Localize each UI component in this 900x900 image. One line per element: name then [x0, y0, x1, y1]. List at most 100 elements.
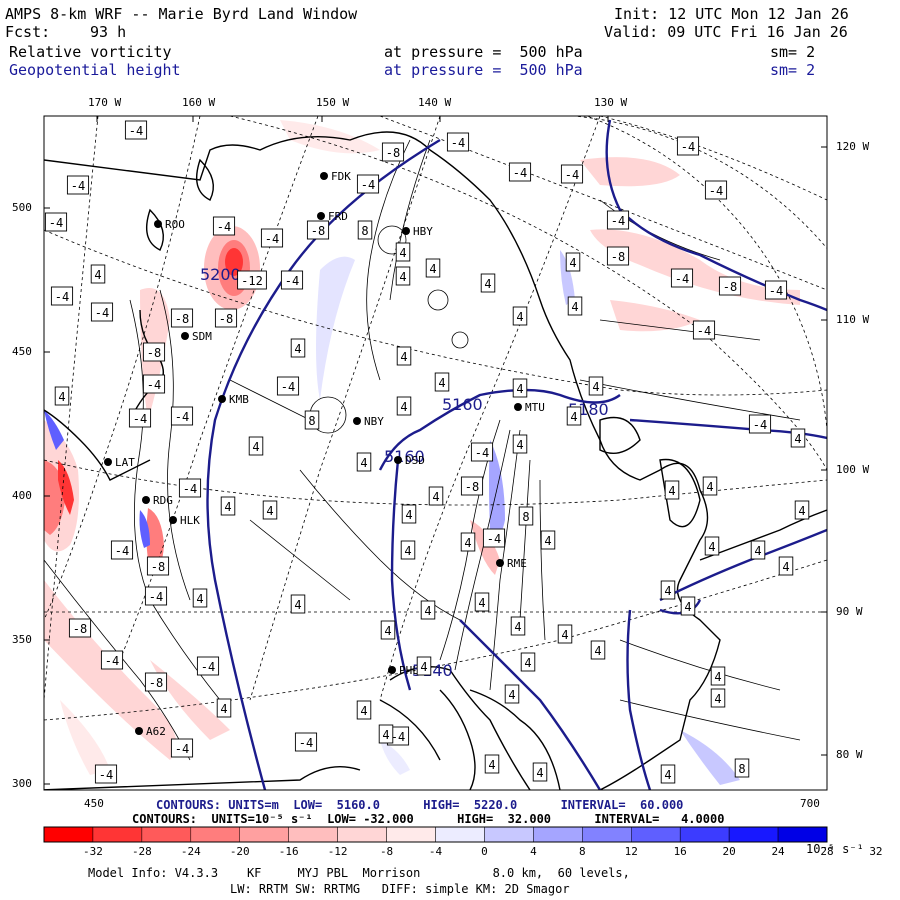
contour-label: -8: [68, 618, 92, 638]
contour-label: 4: [192, 588, 208, 608]
colorbar-swatch: [190, 826, 240, 843]
height-label-5160: 5160: [442, 395, 483, 414]
colorbar-frame: [43, 826, 828, 843]
svg-text:-8: -8: [147, 346, 161, 360]
contour-label: -8: [381, 142, 405, 162]
svg-text:-4: -4: [175, 742, 189, 756]
svg-text:4: 4: [404, 544, 411, 558]
colorbar-tick-label: 28: [820, 845, 834, 858]
contour-label: 4: [290, 338, 306, 358]
svg-text:4: 4: [544, 534, 551, 548]
contour-label: -4: [124, 120, 148, 140]
colorbar-tick-label: -24: [180, 845, 201, 858]
model-info: Model Info: V4.3.3 KF MYJ PBL Morrison 8…: [88, 866, 630, 880]
station-label-frd: FRD: [328, 210, 348, 223]
contour-labels: -4 -4 -4 -8 -4 -4 -4 -4 -4 -4 -4 -8 8 -4 -4 -4 -8 -4 -8 -4 -…: [44, 120, 810, 784]
contour-label: -4: [470, 442, 494, 462]
svg-text:4: 4: [664, 584, 671, 598]
contour-label: 4: [416, 656, 432, 676]
contour-label: 4: [395, 266, 411, 286]
colorbar-swatch: [435, 826, 485, 843]
svg-text:-4: -4: [133, 412, 147, 426]
colorbar-swatch: [484, 826, 534, 843]
contour-label: -4: [44, 212, 68, 232]
contour-label: 4: [520, 652, 536, 672]
station-label-hlk: HLK: [180, 514, 200, 527]
right-lon-label-3: 90 W: [836, 605, 863, 618]
station-marker-rme: [496, 559, 504, 567]
contour-label: -4: [196, 656, 220, 676]
svg-text:8: 8: [361, 224, 368, 238]
contour-label: -4: [90, 302, 114, 322]
colorbar-swatch: [777, 826, 828, 843]
contour-label: 4: [248, 436, 264, 456]
colorbar-tick-label: 8: [579, 845, 586, 858]
svg-text:-4: -4: [285, 274, 299, 288]
svg-text:-4: -4: [201, 660, 215, 674]
contour-label: 4: [540, 530, 556, 550]
vorticity-contours: [44, 139, 801, 761]
contour-label: -4: [170, 738, 194, 758]
station-label-nby: NBY: [364, 415, 384, 428]
svg-text:4: 4: [516, 382, 523, 396]
colorbar-tick-label: 12: [624, 845, 638, 858]
contour-label: 4: [504, 684, 520, 704]
svg-text:4: 4: [360, 704, 367, 718]
station-label-hby: HBY: [413, 225, 433, 238]
contour-label: 4: [290, 594, 306, 614]
contour-label: -4: [670, 268, 694, 288]
right-lon-label-2: 100 W: [836, 463, 870, 476]
colorbar-tick-label: 0: [481, 845, 488, 858]
contour-label: 4: [702, 476, 718, 496]
contour-label: -4: [170, 406, 194, 426]
svg-text:-8: -8: [386, 146, 400, 160]
left-y-label-0: 500: [12, 201, 32, 214]
contour-label: 4: [565, 252, 581, 272]
contour-label: -4: [66, 175, 90, 195]
svg-text:4: 4: [664, 768, 671, 782]
colorbar-units: 10⁻⁵ s⁻¹: [806, 842, 864, 856]
svg-text:4: 4: [708, 540, 715, 554]
contour-label: 4: [395, 242, 411, 262]
station-marker-dsd: [394, 456, 402, 464]
colorbar-swatch: [239, 826, 289, 843]
svg-text:4: 4: [714, 670, 721, 684]
colorbar-swatch: [533, 826, 583, 843]
contour-label: -4: [144, 586, 168, 606]
svg-text:4: 4: [592, 380, 599, 394]
contour-label: 4: [567, 296, 583, 316]
svg-text:8: 8: [308, 414, 315, 428]
svg-text:-4: -4: [391, 730, 405, 744]
svg-text:4: 4: [429, 262, 436, 276]
contour-label: 4: [54, 386, 70, 406]
svg-text:-8: -8: [311, 224, 325, 238]
graticule: [44, 116, 827, 740]
svg-text:4: 4: [488, 758, 495, 772]
svg-text:-12: -12: [241, 274, 263, 288]
contour-label: -4: [508, 162, 532, 182]
svg-text:-4: -4: [115, 544, 129, 558]
station-marker-kmb: [218, 395, 226, 403]
colorbar-tick-label: 32: [869, 845, 883, 858]
axis-ticks: [44, 116, 827, 785]
contour-label: -8: [170, 308, 194, 328]
svg-text:4: 4: [754, 544, 761, 558]
contour-label: 4: [400, 540, 416, 560]
contour-label: -4: [110, 540, 134, 560]
svg-text:-4: -4: [99, 768, 113, 782]
right-lon-label-4: 80 W: [836, 748, 863, 761]
forecast-label: Fcst:: [5, 23, 51, 41]
svg-text:4: 4: [668, 484, 675, 498]
contour-label: -4: [280, 270, 304, 290]
svg-text:4: 4: [94, 268, 101, 282]
contour-label: -4: [100, 650, 124, 670]
svg-text:-8: -8: [219, 312, 233, 326]
svg-text:4: 4: [706, 480, 713, 494]
station-marker-a62: [135, 727, 143, 735]
height-label-5200: 5200: [200, 265, 241, 284]
contour-label: 4: [778, 556, 794, 576]
contour-label: 4: [262, 500, 278, 520]
top-lon-label-4: 130 W: [594, 96, 628, 109]
svg-text:-4: -4: [769, 284, 783, 298]
contour-label: -4: [606, 210, 630, 230]
